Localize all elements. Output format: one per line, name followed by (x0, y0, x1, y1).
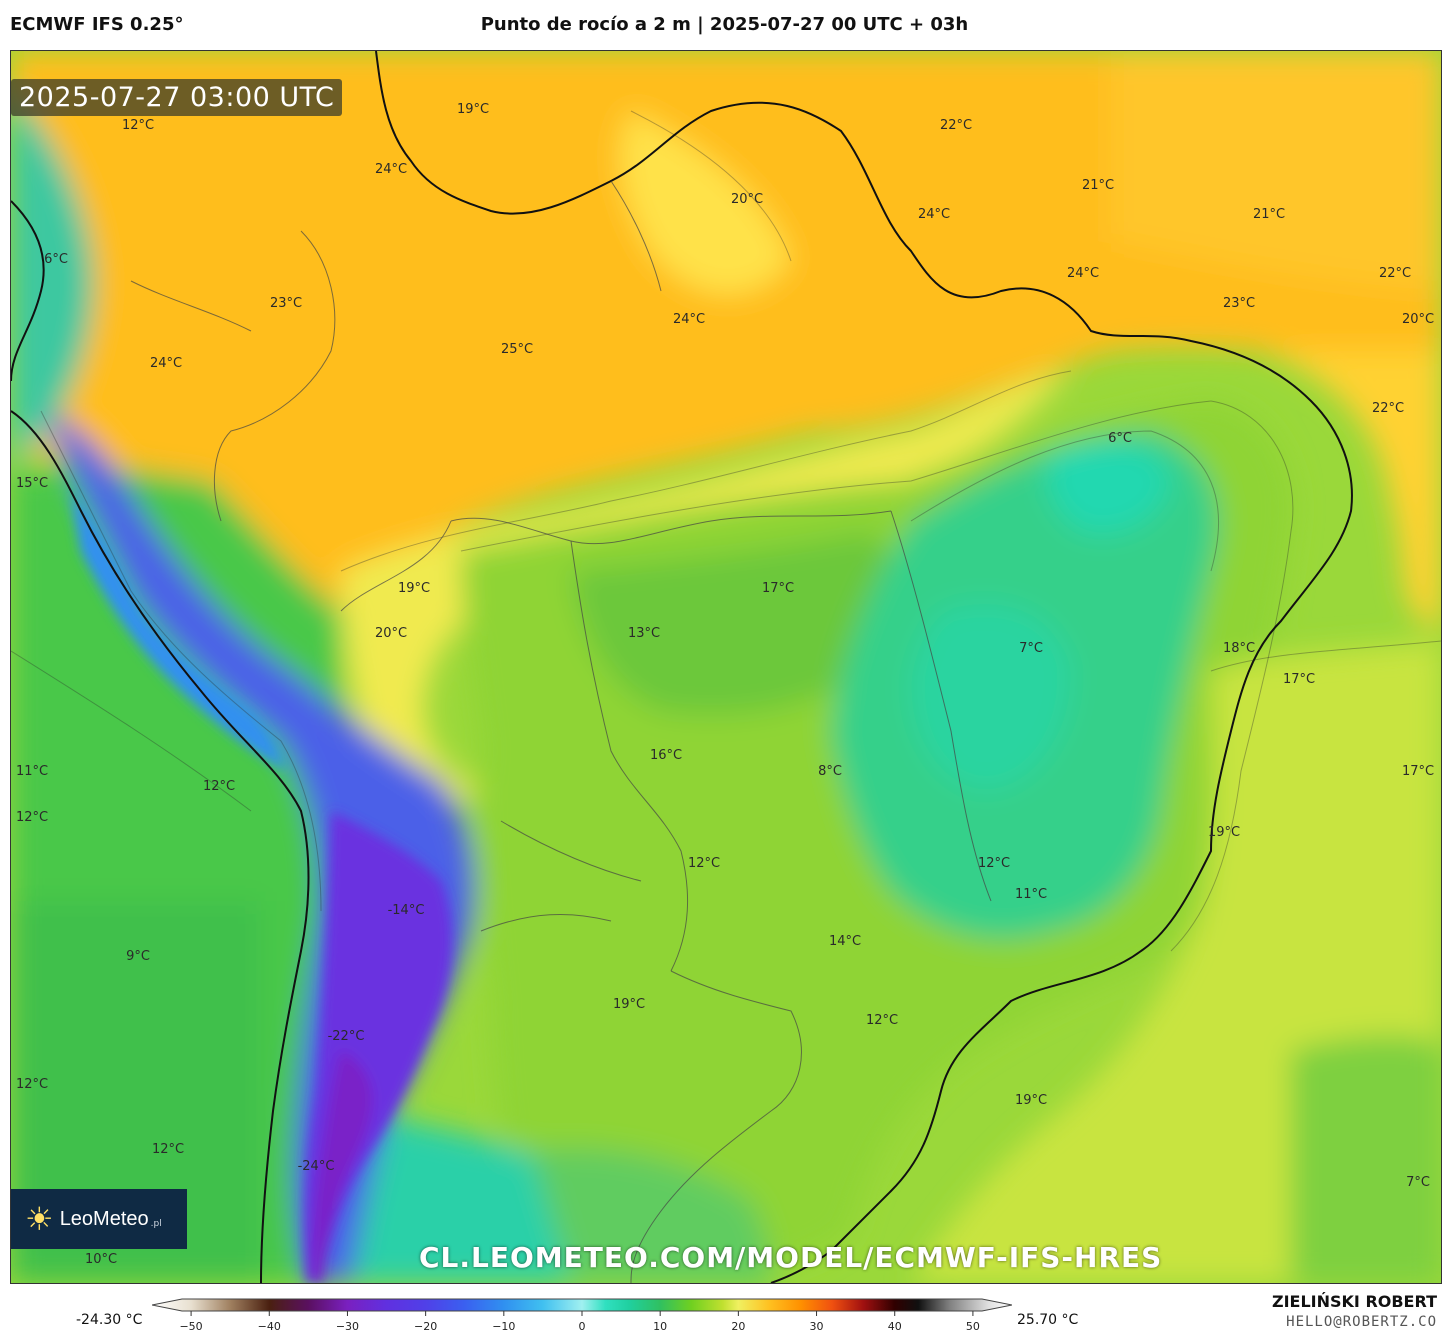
coastlines (11, 51, 1353, 1283)
temperature-label: 19°C (1208, 825, 1240, 840)
temperature-label: 11°C (16, 764, 48, 779)
temperature-label: 6°C (1108, 431, 1132, 446)
contour-lines (11, 110, 1441, 952)
colorbar-tick-label: −50 (179, 1320, 202, 1333)
temperature-label: 24°C (918, 207, 950, 222)
leometeo-logo[interactable]: ☀ LeoMeteo .pl (11, 1189, 187, 1249)
temperature-label: 19°C (398, 581, 430, 596)
temperature-label: 20°C (731, 192, 763, 207)
model-url-watermark[interactable]: CL.LEOMETEO.COM/MODEL/ECMWF-IFS-HRES (419, 1241, 1163, 1274)
dewpoint-map[interactable]: 19°C 12°C 22°C 24°C 21°C 20°C 24°C 21°C 6°C 24°C 2… (10, 50, 1442, 1284)
colorbar-tick-label: 30 (810, 1320, 824, 1333)
colorbar-tick-label: 0 (579, 1320, 586, 1333)
dewpoint-field (11, 51, 1441, 1283)
colorbar-tick-label: −30 (336, 1320, 359, 1333)
temperature-label: 12°C (16, 1077, 48, 1092)
colorbar-tick-label: 50 (966, 1320, 980, 1333)
value-labels: 19°C 12°C 22°C 24°C 21°C 20°C 24°C 21°C 6°C 24°C 2… (16, 102, 1434, 1267)
temperature-label: 20°C (1402, 312, 1434, 327)
colorbar-tick-label: −20 (414, 1320, 437, 1333)
temperature-label: 10°C (85, 1252, 117, 1267)
temperature-label: 24°C (673, 312, 705, 327)
temperature-label: 19°C (457, 102, 489, 117)
borders (130, 180, 992, 1283)
legend-max-label: 25.70 °C (1017, 1312, 1079, 1328)
temperature-label: 12°C (16, 810, 48, 825)
legend-min-label: -24.30 °C (76, 1312, 143, 1328)
temperature-label: 17°C (1283, 672, 1315, 687)
temperature-label: 17°C (762, 581, 794, 596)
temperature-label: 22°C (1379, 266, 1411, 281)
temperature-label: 8°C (818, 764, 842, 779)
temperature-label: 14°C (829, 934, 861, 949)
temperature-label: -24°C (298, 1159, 335, 1174)
temperature-label: 16°C (650, 748, 682, 763)
colorbar-tick-label: 20 (731, 1320, 745, 1333)
temperature-label: 12°C (203, 779, 235, 794)
temperature-label: 9°C (126, 949, 150, 964)
temperature-label: 7°C (1406, 1175, 1430, 1190)
temperature-label: -14°C (388, 903, 425, 918)
temperature-label: 15°C (16, 476, 48, 491)
temperature-label: 11°C (1015, 887, 1047, 902)
temperature-label: 12°C (978, 856, 1010, 871)
colorbar-tick-label: −10 (492, 1320, 515, 1333)
temperature-label: -22°C (328, 1029, 365, 1044)
temperature-label: 22°C (940, 118, 972, 133)
temperature-label: 24°C (375, 162, 407, 177)
temperature-label: 23°C (1223, 296, 1255, 311)
temperature-label: 13°C (628, 626, 660, 641)
temperature-label: 21°C (1253, 207, 1285, 222)
colorbar-tick-label: −40 (258, 1320, 281, 1333)
temperature-label: 7°C (1019, 641, 1043, 656)
temperature-label: 12°C (688, 856, 720, 871)
temperature-label: 12°C (866, 1013, 898, 1028)
logo-tld: .pl (150, 1219, 162, 1229)
valid-time-badge: 2025-07-27 03:00 UTC (11, 79, 343, 116)
temperature-label: 17°C (1402, 764, 1434, 779)
model-name: ECMWF IFS 0.25° (10, 14, 184, 35)
temperature-label: 12°C (152, 1142, 184, 1157)
map-title: Punto de rocío a 2 m | 2025-07-27 00 UTC… (480, 14, 969, 35)
author-name: ZIELIŃSKI ROBERT (1271, 1292, 1437, 1311)
temperature-label: 21°C (1082, 178, 1114, 193)
temperature-label: 25°C (501, 342, 533, 357)
temperature-label: 24°C (1067, 266, 1099, 281)
colorbar-tick-label: 10 (653, 1320, 667, 1333)
temperature-label: 12°C (122, 118, 154, 133)
temperature-label: 20°C (375, 626, 407, 641)
sun-icon: ☀ (25, 1200, 54, 1238)
andes-core (71, 491, 452, 1283)
logo-name: LeoMeteo (59, 1207, 149, 1230)
colorbar-tick-label: 40 (888, 1320, 902, 1333)
temperature-label: 22°C (1372, 401, 1404, 416)
temperature-label: 19°C (1015, 1093, 1047, 1108)
temperature-label: 24°C (150, 356, 182, 371)
color-scale-bar: −50 −40 −30 −20 −10 0 10 20 30 40 50 (152, 1298, 1012, 1333)
temperature-label: 23°C (270, 296, 302, 311)
temperature-label: 19°C (613, 997, 645, 1012)
temperature-label: 6°C (44, 252, 68, 267)
author-email[interactable]: HELLO@ROBERTZ.CO (1286, 1314, 1437, 1330)
temperature-label: 18°C (1223, 641, 1255, 656)
map-canvas: 19°C 12°C 22°C 24°C 21°C 20°C 24°C 21°C 6°C 24°C 2… (11, 51, 1441, 1283)
